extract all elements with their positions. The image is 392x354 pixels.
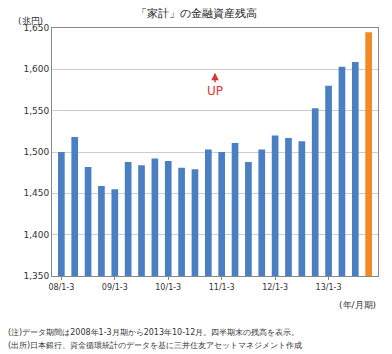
svg-text:11/1-3: 11/1-3 — [209, 283, 235, 292]
svg-text:12/1-3: 12/1-3 — [262, 283, 288, 292]
svg-text:(出所)日本銀行、資金循環統計のデータを基に三井住友アセット: (出所)日本銀行、資金循環統計のデータを基に三井住友アセットマネジメント作成 — [8, 341, 302, 350]
svg-text:10/1-3: 10/1-3 — [155, 283, 181, 292]
svg-text:(年/月期): (年/月期) — [339, 300, 376, 310]
svg-text:(兆円): (兆円) — [18, 16, 43, 26]
svg-text:1,600: 1,600 — [23, 64, 49, 74]
svg-text:1,500: 1,500 — [23, 147, 49, 157]
svg-text:「家計」の金融資産残高: 「家計」の金融資産残高 — [136, 7, 257, 20]
svg-text:1,450: 1,450 — [23, 188, 49, 198]
svg-text:1,400: 1,400 — [23, 230, 49, 240]
svg-text:1,650: 1,650 — [23, 23, 49, 33]
svg-text:1,350: 1,350 — [23, 271, 49, 281]
svg-text:09/1-3: 09/1-3 — [102, 283, 128, 292]
svg-text:(注)データ期間は2008年1-3月期から2013年10-1: (注)データ期間は2008年1-3月期から2013年10-12月。四半期末の残高… — [8, 328, 299, 337]
svg-text:13/1-3: 13/1-3 — [316, 283, 342, 292]
svg-text:UP: UP — [207, 84, 223, 98]
svg-text:08/1-3: 08/1-3 — [48, 283, 74, 292]
svg-text:1,550: 1,550 — [23, 106, 49, 116]
